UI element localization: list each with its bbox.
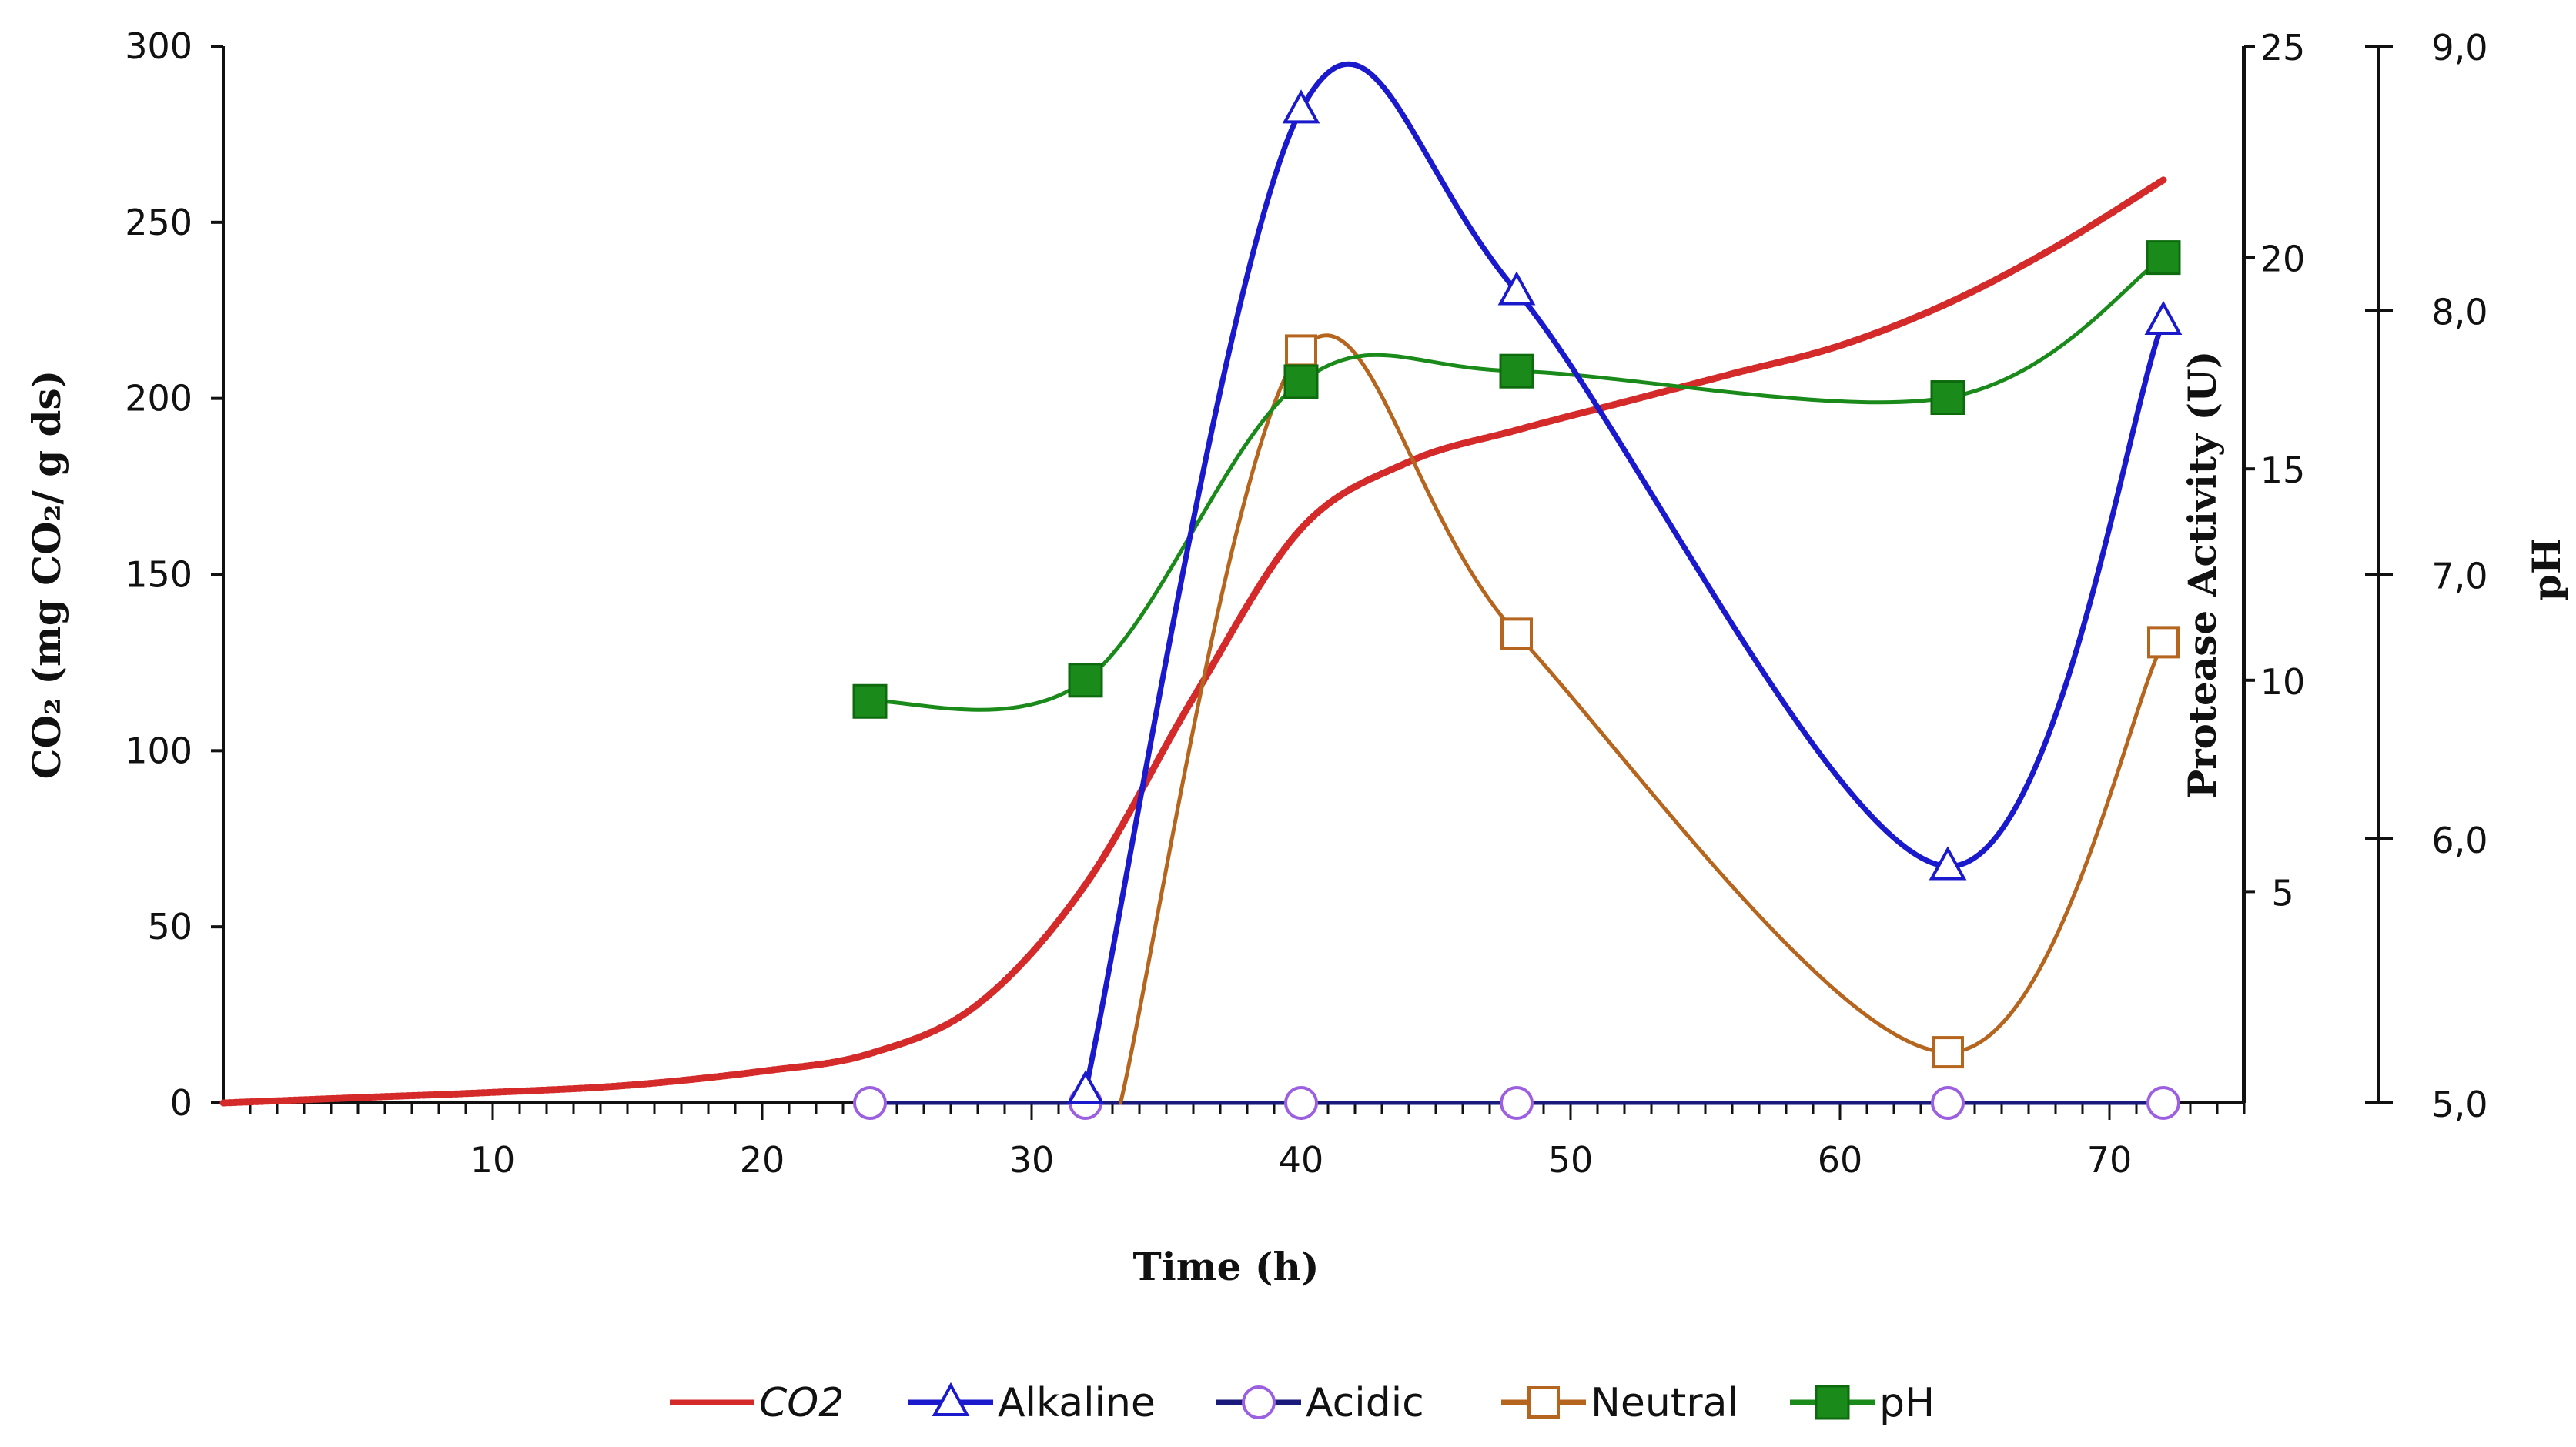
legend-label: Acidic (1306, 1380, 1424, 1426)
y-left-tick-label: 50 (147, 906, 192, 947)
data-point-acidic (1931, 1086, 1965, 1120)
data-point-ph (1930, 380, 1965, 416)
y-right2-tick-label: 5,0 (2431, 1084, 2487, 1125)
x-tick-label: 20 (740, 1139, 785, 1181)
data-point-ph (852, 683, 888, 719)
data-point-acidic (1284, 1086, 1318, 1120)
data-point-ph (2146, 240, 2181, 276)
series-alkaline (1066, 61, 2183, 1104)
y-right2-tick-label: 9,0 (2431, 27, 2487, 69)
data-point-acidic (853, 1086, 887, 1120)
data-point-neutral (1285, 334, 1317, 367)
y-left-tick-label: 150 (125, 554, 192, 596)
series-layer (219, 61, 2183, 1120)
data-point-neutral (2147, 626, 2180, 659)
data-point-ph (1068, 663, 1103, 698)
legend-label: pH (1879, 1380, 1935, 1426)
data-point-acidic (2146, 1086, 2180, 1120)
legend: CO2 Alkaline Acidic Neutral pH (670, 1380, 1935, 1426)
series-acidic (853, 1086, 2180, 1120)
data-point-ph (1499, 353, 1534, 389)
x-tick-label: 10 (470, 1139, 516, 1181)
data-point-acidic (1500, 1086, 1534, 1120)
y-left-tick-label: 300 (125, 25, 192, 67)
legend-marker (1527, 1386, 1560, 1419)
series-line-neutral (1119, 333, 2166, 1105)
legend-item-acidic: Acidic (1216, 1380, 1424, 1426)
y-right1-tick-label: 25 (2260, 27, 2306, 69)
y-left-tick-label: 250 (125, 202, 192, 243)
y-left-tick-label: 200 (125, 378, 192, 419)
legend-item-ph: pH (1790, 1380, 1935, 1426)
x-tick-label: 40 (1279, 1139, 1324, 1181)
data-point-alkaline (1929, 846, 1967, 881)
y-right1-tick-label: 15 (2260, 449, 2306, 491)
y-right2-tick-label: 6,0 (2431, 820, 2487, 861)
y-left-tick-label: 100 (125, 730, 192, 771)
x-tick-label: 60 (1818, 1139, 1863, 1181)
series-co2 (219, 176, 2167, 1107)
series-line-alkaline (1082, 61, 2166, 1094)
axes-layer: 0 50 100 150 200 250 300 CO₂ (mg CO₂/ g ds) 10 20… (24, 25, 2569, 1289)
y-right2-tick-label: 7,0 (2431, 556, 2487, 597)
x-tick-label: 30 (1009, 1139, 1055, 1181)
legend-item-alkaline: Alkaline (908, 1380, 1156, 1426)
x-tick-label: 50 (1548, 1139, 1594, 1181)
data-point-ph (1283, 364, 1319, 399)
data-point-neutral (1932, 1036, 1964, 1069)
data-point-alkaline (2144, 300, 2183, 335)
y-right1-tick-label: 10 (2260, 661, 2306, 703)
legend-marker (1815, 1385, 1850, 1420)
legend-label: Alkaline (998, 1380, 1156, 1426)
y-left-axis-title: CO₂ (mg CO₂/ g ds) (24, 370, 69, 780)
y-right1-tick-label: 20 (2260, 239, 2306, 280)
legend-marker (932, 1382, 970, 1416)
y-right1-axis-title: Protease Activity (U) (2180, 351, 2225, 799)
series-line-co2 (219, 176, 2167, 1107)
legend-label: Neutral (1591, 1380, 1738, 1426)
y-right2-tick-label: 8,0 (2431, 291, 2487, 333)
data-point-alkaline (1497, 271, 1536, 306)
data-point-alkaline (1066, 1070, 1105, 1104)
y-left-tick-label: 0 (170, 1082, 192, 1124)
y-right2-axis-title: pH (2524, 538, 2569, 601)
series-neutral (1119, 333, 2180, 1105)
x-tick-label: 70 (2087, 1139, 2133, 1181)
legend-item-co2: CO2 (670, 1380, 844, 1426)
legend-item-neutral: Neutral (1501, 1380, 1738, 1426)
data-point-neutral (1500, 617, 1533, 650)
data-point-alkaline (1282, 89, 1320, 124)
x-axis-title: Time (h) (1133, 1244, 1320, 1289)
series-ph (852, 240, 2181, 719)
legend-label: CO2 (759, 1380, 844, 1426)
y-right1-tick-label: 5 (2271, 872, 2293, 914)
legend-marker (1242, 1385, 1276, 1419)
